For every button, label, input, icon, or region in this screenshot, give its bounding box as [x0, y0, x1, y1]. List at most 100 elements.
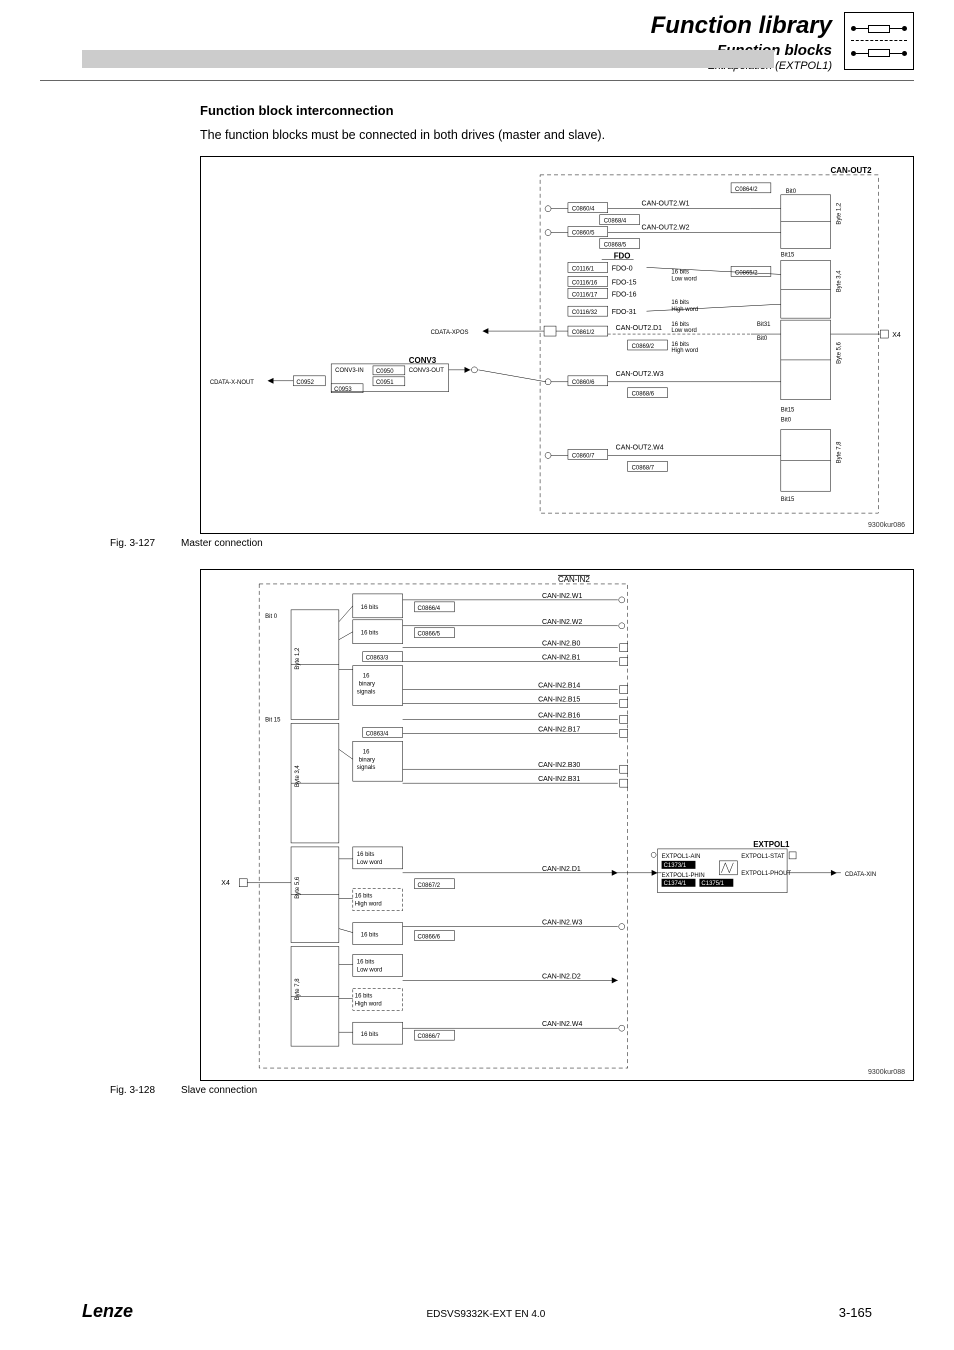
c0116-16: C0116/16: [572, 280, 598, 286]
byte12-s: Byte 1,2: [295, 647, 301, 670]
d2-hw2-s: High word: [355, 1001, 382, 1007]
fdo-label: FDO: [614, 251, 631, 260]
section-heading: Function block interconnection: [200, 103, 914, 118]
mid-16b-3: 16 bits: [361, 933, 379, 939]
fdo-0: FDO-0: [612, 265, 633, 272]
c0868-5: C0868/5: [604, 243, 627, 249]
bin16-1b: binary: [359, 682, 375, 688]
can-in2-w1: CAN-IN2.W1: [542, 593, 582, 600]
page-footer: Lenze EDSVS9332K-EXT EN 4.0 3-165: [82, 1301, 872, 1322]
c0116-17: C0116/17: [572, 292, 598, 298]
bit0-2: Bit0: [757, 336, 768, 342]
fig-master-caption-text: Master connection: [181, 538, 263, 549]
can-out2-label: CAN-OUT2: [831, 166, 873, 175]
c0866-7: C0866/7: [418, 1034, 441, 1040]
can-in2-label: CAN-IN2: [558, 575, 590, 584]
can-in2-w4: CAN-IN2.W4: [542, 1021, 582, 1028]
page-header: Function library Function blocks Extrapo…: [40, 12, 914, 81]
conv3-in: CONV3-IN: [335, 368, 363, 374]
byte78-m: Byte 7,8: [836, 441, 842, 464]
d1-hw2: High word: [671, 348, 698, 354]
bit31-m: Bit31: [757, 322, 771, 328]
header-icon: [844, 12, 914, 70]
c0861-2: C0861/2: [572, 330, 595, 336]
page-number: 3-165: [839, 1305, 872, 1320]
header-gray-bar: [82, 50, 774, 68]
bit15-1: Bit15: [781, 252, 795, 258]
mid-16b-2: 16 bits: [361, 631, 379, 637]
c0860-7: C0860/7: [572, 453, 595, 459]
cdata-xpos: CDATA-XPOS: [431, 330, 469, 336]
c0953: C0953: [334, 387, 352, 393]
fig-slave-caption-text: Slave connection: [181, 1085, 257, 1096]
d1-hw-s: 16 bits: [355, 894, 373, 900]
fig-slave-ref: 9300kur088: [868, 1069, 905, 1076]
fdo-31: FDO-31: [612, 309, 637, 316]
byte78-s: Byte 7,8: [295, 978, 301, 1001]
x4-s: X4: [221, 880, 230, 887]
mid-16b-4: 16 bits: [361, 1032, 379, 1038]
d2-lw-s: 16 bits: [357, 959, 375, 965]
bin16-2a: 16: [363, 749, 370, 755]
c0951: C0951: [376, 380, 394, 386]
bit15-3: Bit15: [781, 497, 795, 503]
bit0-3: Bit0: [781, 418, 792, 424]
can-out2-w3: CAN-OUT2.W3: [616, 371, 664, 378]
lbl-16b-lw: 16 bits: [671, 269, 689, 275]
c0866-6: C0866/6: [418, 935, 441, 941]
cdata-xin: CDATA-XIN: [845, 872, 876, 878]
can-in2-d1: CAN-IN2.D1: [542, 866, 581, 873]
bit15-2: Bit15: [781, 408, 795, 414]
can-in2-b31: CAN-IN2.B31: [538, 776, 580, 783]
can-in2-b30: CAN-IN2.B30: [538, 762, 580, 769]
bin16-2b: binary: [359, 757, 375, 763]
c0868-6: C0868/6: [632, 392, 655, 398]
can-in2-b14: CAN-IN2.B14: [538, 683, 580, 690]
conv3-label: CONV3: [409, 356, 437, 365]
c1373-1: C1373/1: [664, 863, 687, 869]
c0950: C0950: [376, 369, 394, 375]
d2-lw2-s: Low word: [357, 967, 383, 973]
d1-lw-s: 16 bits: [357, 852, 375, 858]
c0866-5: C0866/5: [418, 632, 441, 638]
lbl-hw: High word: [671, 307, 698, 313]
can-out2-w1: CAN-OUT2.W1: [642, 201, 690, 208]
extpol1-label: EXTPOL1: [753, 840, 790, 849]
c0867-2: C0867/2: [418, 883, 441, 889]
can-in2-w3: CAN-IN2.W3: [542, 920, 582, 927]
d1-hw2-s: High word: [355, 902, 382, 908]
c1375-1: C1375/1: [701, 881, 724, 887]
fdo-16: FDO-16: [612, 291, 637, 298]
extpol1-phout: EXTPOL1-PHOUT: [741, 871, 791, 877]
extpol1-phin: EXTPOL1-PHIN: [662, 873, 705, 879]
byte34-m: Byte 3,4: [836, 270, 842, 293]
extpol1-ain: EXTPOL1-AIN: [662, 854, 701, 860]
fig-slave-num: Fig. 3-128: [110, 1085, 155, 1096]
figure-master: CAN-OUT2 CDATA-X-NOUT C0952 CONV3 CONV3-…: [200, 156, 914, 534]
brand-logo: Lenze: [82, 1301, 133, 1322]
can-out2-d1: CAN-OUT2.D1: [616, 325, 662, 332]
cdata-x-nout: CDATA-X-NOUT: [210, 380, 254, 386]
can-out2-w4: CAN-OUT2.W4: [616, 444, 664, 451]
byte12-m: Byte 1,2: [836, 202, 842, 225]
can-in2-w2: CAN-IN2.W2: [542, 619, 582, 626]
mid-16b-1: 16 bits: [361, 605, 379, 611]
c1374-1: C1374/1: [664, 881, 687, 887]
bit0-1: Bit0: [786, 189, 797, 195]
c0116-1: C0116/1: [572, 266, 595, 272]
can-in2-d2: CAN-IN2.D2: [542, 973, 581, 980]
fig-master-num: Fig. 3-127: [110, 538, 155, 549]
byte34-s: Byte 3,4: [295, 765, 301, 788]
c0863-3: C0863/3: [366, 656, 389, 662]
fig-slave-caption: Fig. 3-128 Slave connection: [110, 1085, 914, 1096]
can-in2-b17: CAN-IN2.B17: [538, 726, 580, 733]
d1-lw2-s: Low word: [357, 860, 383, 866]
fig-master-ref: 9300kur086: [868, 522, 905, 529]
header-title: Function library: [651, 12, 832, 40]
can-in2-b1: CAN-IN2.B1: [542, 655, 580, 662]
byte56-m: Byte 5,6: [836, 341, 842, 364]
bin16-1a: 16: [363, 674, 370, 680]
bin16-2c: signals: [357, 765, 376, 771]
d1-lw2: Low word: [671, 328, 696, 334]
c0865-2: C0865/2: [735, 270, 758, 276]
